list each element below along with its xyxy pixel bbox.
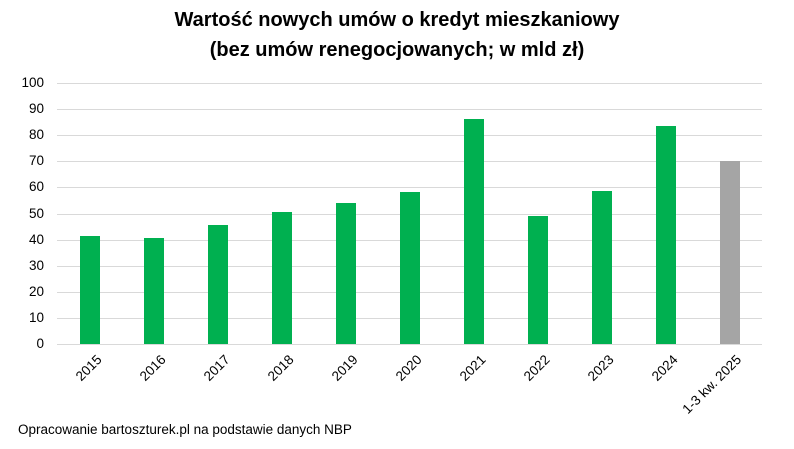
x-tick-label: 2023 bbox=[584, 352, 617, 384]
bar-2021 bbox=[464, 118, 484, 344]
x-tick-label: 2021 bbox=[456, 352, 489, 384]
bar-2020 bbox=[400, 192, 420, 344]
x-tick-label: 2019 bbox=[328, 352, 361, 384]
x-tick-label: 1-3 kw. 2025 bbox=[679, 352, 745, 417]
y-tick-label: 60 bbox=[28, 179, 44, 194]
bar-2015 bbox=[80, 236, 100, 344]
bar-2024 bbox=[656, 125, 676, 344]
bar-1-3-kw--2025 bbox=[720, 160, 740, 344]
y-tick-label: 50 bbox=[28, 206, 44, 221]
x-tick-label: 2016 bbox=[136, 352, 169, 384]
y-tick-label: 100 bbox=[21, 75, 44, 90]
gridline bbox=[57, 83, 762, 84]
x-tick-label: 2017 bbox=[200, 352, 233, 384]
gridline bbox=[57, 109, 762, 110]
y-tick-label: 90 bbox=[28, 101, 44, 116]
gridline bbox=[57, 187, 762, 188]
y-tick-label: 0 bbox=[36, 336, 44, 351]
y-tick-label: 70 bbox=[28, 153, 44, 168]
bar-2022 bbox=[528, 216, 548, 344]
y-tick-label: 80 bbox=[28, 127, 44, 142]
gridline bbox=[57, 161, 762, 162]
chart-title: Wartość nowych umów o kredyt mieszkaniow… bbox=[0, 5, 794, 65]
x-tick-label: 2022 bbox=[520, 352, 553, 384]
bar-2016 bbox=[144, 237, 164, 344]
source-note: Opracowanie bartoszturek.pl na podstawie… bbox=[18, 422, 352, 437]
chart-subtitle: (bez umów renegocjowanych; w mld zł) bbox=[209, 39, 585, 61]
y-tick-label: 40 bbox=[28, 232, 44, 247]
gridline bbox=[57, 344, 762, 345]
x-tick-label: 2015 bbox=[72, 352, 105, 384]
gridline bbox=[57, 135, 762, 136]
bar-2018 bbox=[272, 212, 292, 344]
x-tick-label: 2020 bbox=[392, 352, 425, 384]
y-tick-label: 20 bbox=[28, 284, 44, 299]
x-tick-label: 2024 bbox=[648, 352, 681, 384]
x-tick-label: 2018 bbox=[264, 352, 297, 384]
bar-2023 bbox=[592, 191, 612, 344]
y-tick-label: 30 bbox=[28, 258, 44, 273]
chart-title-line1: Wartość nowych umów o kredyt mieszkaniow… bbox=[174, 9, 620, 31]
bar-2019 bbox=[336, 203, 356, 344]
y-tick-label: 10 bbox=[28, 310, 44, 325]
bar-2017 bbox=[208, 225, 228, 344]
